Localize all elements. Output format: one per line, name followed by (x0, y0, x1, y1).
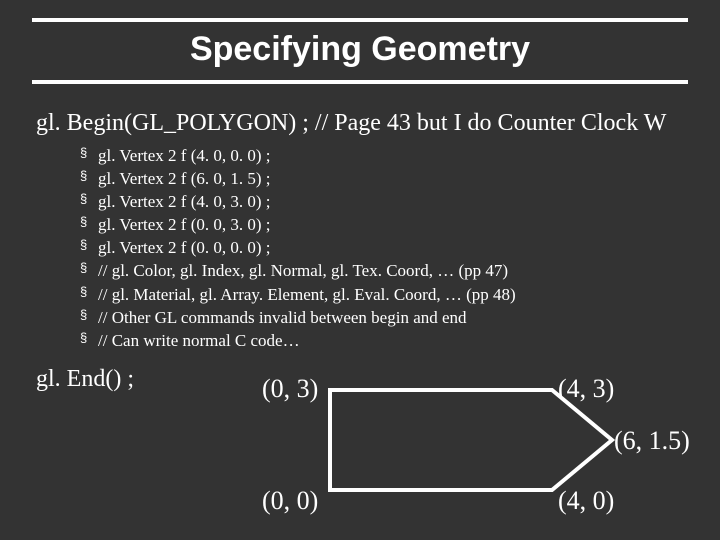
bullet-glyph: § (80, 284, 98, 301)
bullet-text: // Other GL commands invalid between beg… (98, 307, 700, 329)
bullet-glyph: § (80, 214, 98, 231)
bullet-list: § gl. Vertex 2 f (4. 0, 0. 0) ; § gl. Ve… (80, 145, 700, 352)
bullet-text: gl. Vertex 2 f (4. 0, 0. 0) ; (98, 145, 700, 167)
bullet-text: // Can write normal C code… (98, 330, 700, 352)
top-rule (32, 18, 688, 22)
bullet-text: gl. Vertex 2 f (0. 0, 0. 0) ; (98, 237, 700, 259)
bullet-item: § // Other GL commands invalid between b… (80, 307, 700, 329)
bullet-item: § gl. Vertex 2 f (0. 0, 3. 0) ; (80, 214, 700, 236)
bullet-item: § gl. Vertex 2 f (4. 0, 3. 0) ; (80, 191, 700, 213)
content-area: gl. Begin(GL_POLYGON) ; // Page 43 but I… (36, 110, 700, 393)
bullet-item: § gl. Vertex 2 f (4. 0, 0. 0) ; (80, 145, 700, 167)
bullet-glyph: § (80, 145, 98, 162)
polygon-diagram: (0, 3) (4, 3) (6, 1.5) (0, 0) (4, 0) (290, 370, 710, 540)
coord-label: (4, 3) (558, 374, 614, 404)
coord-label: (0, 3) (262, 374, 318, 404)
bullet-text: gl. Vertex 2 f (0. 0, 3. 0) ; (98, 214, 700, 236)
coord-label: (6, 1.5) (614, 426, 690, 456)
bullet-glyph: § (80, 260, 98, 277)
coord-label: (0, 0) (262, 486, 318, 516)
coord-label: (4, 0) (558, 486, 614, 516)
bullet-item: § gl. Vertex 2 f (6. 0, 1. 5) ; (80, 168, 700, 190)
bullet-item: § // gl. Material, gl. Array. Element, g… (80, 284, 700, 306)
slide-title: Specifying Geometry (0, 30, 720, 69)
code-line-begin: gl. Begin(GL_POLYGON) ; // Page 43 but I… (36, 110, 700, 137)
bullet-item: § // Can write normal C code… (80, 330, 700, 352)
bullet-glyph: § (80, 307, 98, 324)
bullet-item: § gl. Vertex 2 f (0. 0, 0. 0) ; (80, 237, 700, 259)
bullet-item: § // gl. Color, gl. Index, gl. Normal, g… (80, 260, 700, 282)
bullet-glyph: § (80, 330, 98, 347)
bullet-text: gl. Vertex 2 f (4. 0, 3. 0) ; (98, 191, 700, 213)
slide: Specifying Geometry gl. Begin(GL_POLYGON… (0, 0, 720, 540)
bullet-glyph: § (80, 237, 98, 254)
bullet-glyph: § (80, 191, 98, 208)
bullet-glyph: § (80, 168, 98, 185)
bullet-text: gl. Vertex 2 f (6. 0, 1. 5) ; (98, 168, 700, 190)
polygon-shape (330, 390, 612, 490)
bullet-text: // gl. Color, gl. Index, gl. Normal, gl.… (98, 260, 700, 282)
title-rule (32, 80, 688, 84)
bullet-text: // gl. Material, gl. Array. Element, gl.… (98, 284, 700, 306)
